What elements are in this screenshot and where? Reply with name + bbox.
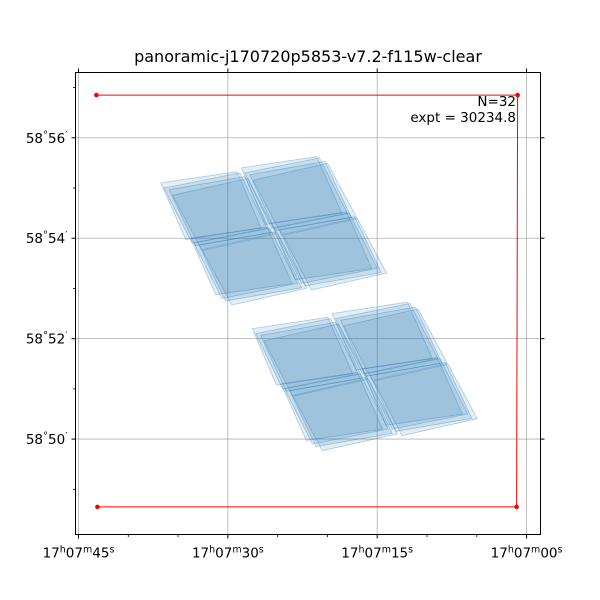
y-tick-label: 58°50′	[26, 431, 68, 448]
exposure-quad	[251, 316, 354, 386]
exposure-quad	[163, 172, 268, 244]
exposure-quad	[201, 233, 308, 306]
x-tick-label: 17h07m45s	[43, 545, 115, 562]
exposure-quad	[292, 378, 399, 452]
exposure-quad	[339, 306, 443, 377]
exposure-quad	[160, 171, 262, 240]
y-tick-label: 58°56′	[26, 130, 68, 147]
exposure-quad	[190, 226, 293, 296]
exposure-quad	[274, 212, 378, 284]
chart-title: panoramic-j170720p5853-v7.2-f115w-clear	[134, 47, 482, 66]
footprint-vertex	[94, 92, 99, 98]
exposure-quad	[198, 231, 303, 302]
exposure-quad	[334, 303, 439, 375]
exposure-quad	[343, 308, 449, 381]
exposure-quad	[369, 361, 473, 432]
y-tick-label: 58°52′	[26, 331, 68, 348]
exposure-quad	[289, 376, 393, 447]
x-tick-label: 17h07m15s	[341, 545, 413, 562]
n-count-annotation: N=32	[477, 94, 516, 110]
exposure-quad	[270, 211, 373, 281]
exposure-quad	[364, 358, 469, 430]
tick-labels: 17h07m45s 17h07m30s 17h07m15s 17h07m00s 58°5…	[26, 130, 563, 562]
exposure-quad	[263, 323, 369, 396]
footprint-line	[96, 94, 519, 508]
exposure-quad	[279, 216, 382, 287]
exposure-quad	[373, 363, 478, 437]
exposure-quad	[280, 372, 384, 441]
exposure-quad	[282, 218, 388, 291]
footprint-vertex	[95, 504, 100, 510]
exposure-quad	[249, 161, 352, 232]
grid-lines	[75, 72, 541, 535]
y-tick-label: 58°54′	[26, 230, 68, 247]
exposure-quad	[171, 177, 277, 251]
exposure-footprints	[160, 156, 478, 452]
exposure-quad	[361, 357, 463, 426]
x-tick-label: 17h07m00s	[491, 545, 563, 562]
footprint-vertex	[515, 92, 520, 98]
plot-frame	[75, 72, 541, 535]
exposure-quad	[260, 321, 363, 392]
exposure-quad	[284, 373, 389, 445]
x-tick-label: 17h07m30s	[192, 545, 264, 562]
exposure-time-annotation: expt = 30234.8	[410, 110, 516, 126]
exposure-quad	[252, 162, 358, 236]
axis-ticks	[71, 68, 545, 539]
mosaic-footprint-outline	[94, 92, 520, 510]
exposure-quad	[244, 157, 348, 229]
exposure-quad	[193, 227, 299, 299]
exposure-quad	[255, 318, 359, 390]
footprint-vertex	[514, 504, 519, 510]
exposure-quad	[240, 156, 343, 225]
exposure-quad	[331, 301, 433, 371]
exposure-quad	[168, 176, 272, 247]
